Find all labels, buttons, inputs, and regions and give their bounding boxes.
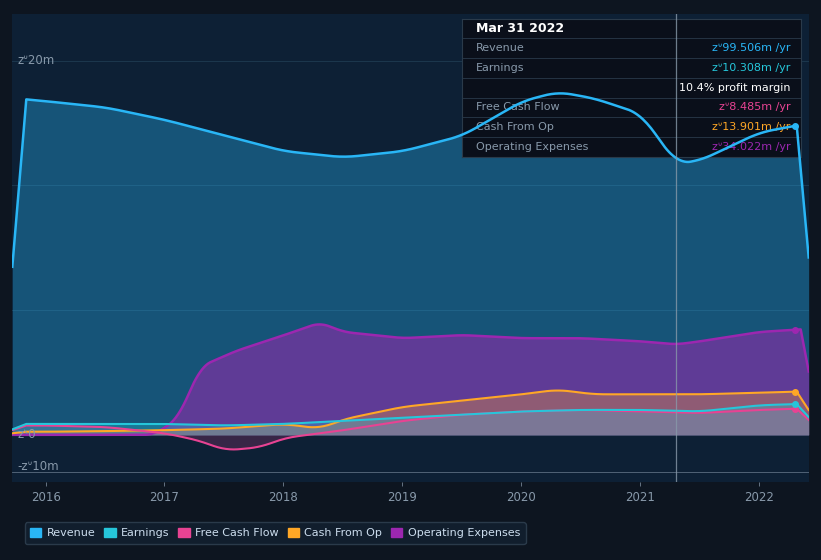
Text: zᐡ20m: zᐡ20m — [17, 54, 54, 67]
Legend: Revenue, Earnings, Free Cash Flow, Cash From Op, Operating Expenses: Revenue, Earnings, Free Cash Flow, Cash … — [25, 522, 525, 544]
Text: -zᐡ10m: -zᐡ10m — [17, 460, 58, 473]
Text: zᐠ0: zᐠ0 — [17, 428, 35, 441]
